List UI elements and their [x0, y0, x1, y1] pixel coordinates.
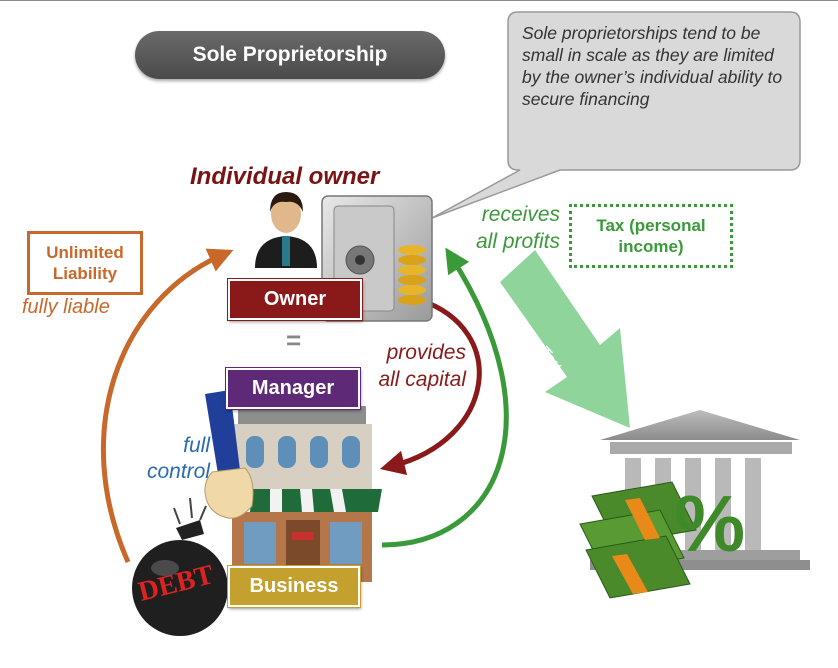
tax-line1: Tax (personal	[596, 216, 706, 235]
top-rule	[0, 0, 838, 1]
capital-arrow	[379, 297, 482, 476]
callout-text: Sole proprietorships tend to be small in…	[522, 23, 783, 109]
tax-personal-income-box: Tax (personal income)	[569, 204, 733, 268]
owner-heading: Individual owner	[190, 163, 380, 190]
business-label: Business	[227, 565, 361, 608]
profit-arrow	[381, 247, 509, 548]
profits-line1: receives	[481, 203, 560, 226]
money-stack-icon	[579, 481, 697, 599]
provides-capital-caption: provides all capital	[356, 339, 466, 393]
control-line2: control	[146, 460, 210, 483]
liability-arrow	[100, 248, 234, 564]
control-line1: full	[183, 434, 210, 457]
callout-bubble	[431, 11, 801, 219]
page-title: Sole Proprietorship	[135, 31, 445, 79]
capital-line1: provides	[386, 341, 466, 364]
capital-line2: all capital	[378, 368, 466, 391]
hand-icon	[204, 390, 254, 519]
owner-person-icon	[255, 192, 317, 268]
unlimited-liability-box: Unlimited Liability	[27, 231, 143, 295]
storefront-icon	[222, 406, 382, 582]
debt-ball-icon	[132, 497, 228, 636]
full-control-caption: full control	[120, 433, 210, 485]
tax-line2: income)	[618, 237, 684, 256]
liability-line2: Liability	[52, 264, 118, 283]
manager-label: Manager	[225, 367, 361, 410]
receives-profits-caption: receives all profits	[460, 201, 560, 255]
liability-line1: Unlimited	[46, 243, 124, 262]
profits-line2: all profits	[475, 230, 560, 253]
fully-liable-caption: fully liable	[22, 296, 110, 318]
owner-label: Owner	[227, 278, 363, 321]
percent-icon: %	[674, 479, 746, 568]
tax-arrow	[500, 250, 630, 428]
equals-sign: =	[286, 325, 302, 355]
